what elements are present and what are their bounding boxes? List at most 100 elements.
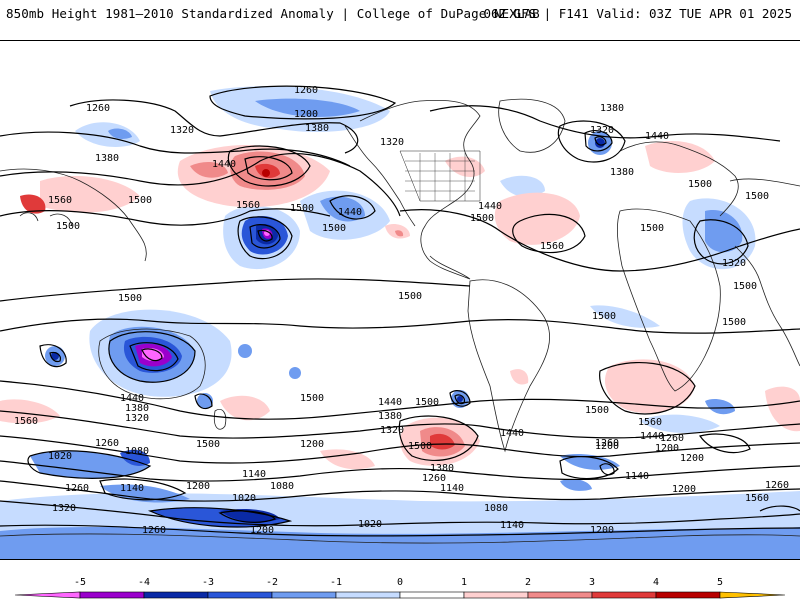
- map-title: 850mb Height 1981–2010 Standardized Anom…: [6, 6, 540, 21]
- header: 850mb Height 1981–2010 Standardized Anom…: [0, 0, 800, 40]
- contour-label: 1440: [378, 397, 402, 408]
- map-panel[interactable]: 1260 1200 1380 1320 1260 1320 1380 1440 …: [0, 40, 800, 560]
- pos-anomaly-area: [0, 399, 60, 424]
- pos-anomaly-area: [510, 369, 529, 385]
- contour-label: 1500: [722, 317, 746, 328]
- colorbar-svg: -5 -4 -3 -2 -1 0 1 2 3 4 5: [14, 577, 786, 599]
- contour-label: 1500: [592, 311, 616, 322]
- neg-anomaly-area: [120, 449, 150, 466]
- colorbar-segment: [655, 591, 721, 599]
- contour-label: 1260: [65, 483, 89, 494]
- contour-label: 1140: [625, 471, 649, 482]
- coastlines: [0, 98, 800, 544]
- anomaly-map[interactable]: 1260 1200 1380 1320 1260 1320 1380 1440 …: [0, 41, 800, 560]
- contour-label: 1380: [95, 153, 119, 164]
- colorbar-tick-label: -1: [330, 577, 342, 588]
- contour-label: 1380: [125, 403, 149, 414]
- neg-anomaly-area: [255, 98, 360, 117]
- pos-anomaly-area: [395, 230, 404, 237]
- contour-label: 1440: [338, 207, 362, 218]
- neg-anomaly-area: [705, 399, 735, 415]
- contour-label: 1500: [290, 203, 314, 214]
- colorbar-segment: [591, 591, 657, 599]
- contour-label: 1200: [250, 525, 274, 536]
- colorbar-tick-label: -5: [74, 577, 86, 588]
- colorbar-segment: [463, 591, 529, 599]
- contour-label: 1500: [300, 393, 324, 404]
- contour-label: 1080: [270, 481, 294, 492]
- colorbar-segment: [207, 591, 273, 599]
- contour-label: 1260: [142, 525, 166, 536]
- contour-label: 1320: [125, 413, 149, 424]
- contour-label: 1260: [95, 438, 119, 449]
- contour-label: 1200: [680, 453, 704, 464]
- contour-label: 1500: [398, 291, 422, 302]
- contour-label: 1440: [500, 428, 524, 439]
- contour-label: 1440: [645, 131, 669, 142]
- colorbar-segment: [79, 591, 145, 599]
- contour-label: 1140: [500, 520, 524, 531]
- colorbar-tick-label: -3: [202, 577, 214, 588]
- colorbar-arrow-left: [14, 591, 81, 599]
- neg-anomaly-area: [560, 478, 592, 491]
- colorbar-segment: [335, 591, 401, 599]
- contour-label: 1020: [358, 519, 382, 530]
- pos-anomaly-area: [645, 141, 715, 173]
- contour-label: 1560: [14, 416, 38, 427]
- contour-label: 1200: [186, 481, 210, 492]
- pos-anomaly-area: [430, 433, 455, 450]
- contour-label: 1320: [590, 125, 614, 136]
- contour-label: 1560: [745, 493, 769, 504]
- contour-label: 1500: [470, 213, 494, 224]
- contour-label: 1200: [590, 525, 614, 536]
- contour-label: 1260: [422, 473, 446, 484]
- contour-label: 1320: [722, 258, 746, 269]
- pos-anomaly-area: [320, 449, 375, 470]
- contour-label: 1500: [745, 191, 769, 202]
- contour-label: 1560: [638, 417, 662, 428]
- colorbar: -5 -4 -3 -2 -1 0 1 2 3 4 5: [0, 570, 800, 600]
- contour-label: 1260: [595, 438, 619, 449]
- pos-anomaly-area: [494, 192, 580, 245]
- contour-label: 1440: [212, 159, 236, 170]
- contour-label: 1320: [380, 425, 404, 436]
- colorbar-tick-label: -2: [266, 577, 278, 588]
- contour-label: 1500: [415, 397, 439, 408]
- contour-label: 1500: [408, 441, 432, 452]
- pos-anomaly-area: [765, 386, 800, 432]
- neg-anomaly-area: [560, 454, 620, 470]
- contour-label: 1380: [610, 167, 634, 178]
- colorbar-tick-label: 1: [461, 577, 467, 588]
- neg-anomaly-area: [500, 175, 545, 197]
- contour-label: 1440: [120, 393, 144, 404]
- pos-anomaly-area: [190, 161, 228, 178]
- contour-label: 1020: [232, 493, 256, 504]
- contour-labels: 1260 1200 1380 1320 1260 1320 1380 1440 …: [14, 85, 789, 536]
- colorbar-tick-label: 5: [717, 577, 723, 588]
- neg-anomaly-area: [220, 508, 280, 523]
- contour-label: 1560: [236, 200, 260, 211]
- contour-label: 1500: [688, 179, 712, 190]
- colorbar-tick-label: -4: [138, 577, 150, 588]
- colorbar-tick-label: 3: [589, 577, 595, 588]
- contour-label: 1560: [48, 195, 72, 206]
- run-info: 06Z GFS | F141 Valid: 03Z TUE APR 01 202…: [483, 6, 792, 21]
- colorbar-tick-label: 0: [397, 577, 403, 588]
- colorbar-segment: [399, 591, 465, 599]
- contour-label: 1500: [733, 281, 757, 292]
- neg-anomaly-area: [30, 450, 150, 479]
- contour-label: 1320: [52, 503, 76, 514]
- contour-label: 1260: [660, 433, 684, 444]
- contour-label: 1200: [595, 441, 619, 452]
- contour-label: 1380: [430, 463, 454, 474]
- neg-anomaly-area: [640, 414, 720, 433]
- contour-label: 1500: [118, 293, 142, 304]
- contour-label: 1500: [128, 195, 152, 206]
- contour-label: 1200: [300, 439, 324, 450]
- colorbar-segment: [143, 591, 209, 599]
- contour-label: 1260: [765, 480, 789, 491]
- contour-label: 1080: [484, 503, 508, 514]
- contour-label: 1440: [640, 431, 664, 442]
- colorbar-tick-label: 2: [525, 577, 531, 588]
- contour-label: 1080: [125, 446, 149, 457]
